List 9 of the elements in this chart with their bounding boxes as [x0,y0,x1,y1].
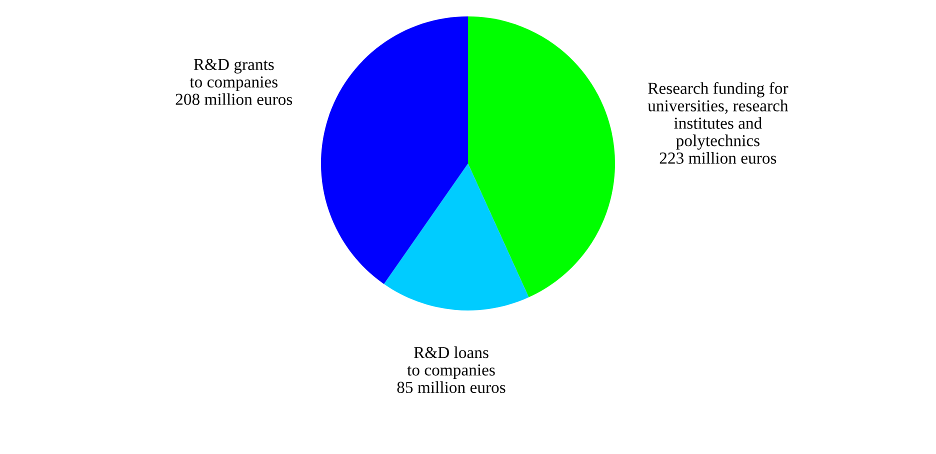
pie-slice [468,16,615,298]
slice-label: R&D loans to companies [407,346,495,379]
data-label: 85 million euros [397,381,506,394]
slice-label: Research funding for universities, research institutes and polytechnics [648,82,788,150]
data-label: 223 million euros [660,152,776,164]
pie-slice [384,163,529,310]
data-label: 208 million euros [176,93,292,105]
pie-slice [321,16,468,284]
slice-label: R&D grants to companies [190,58,278,91]
